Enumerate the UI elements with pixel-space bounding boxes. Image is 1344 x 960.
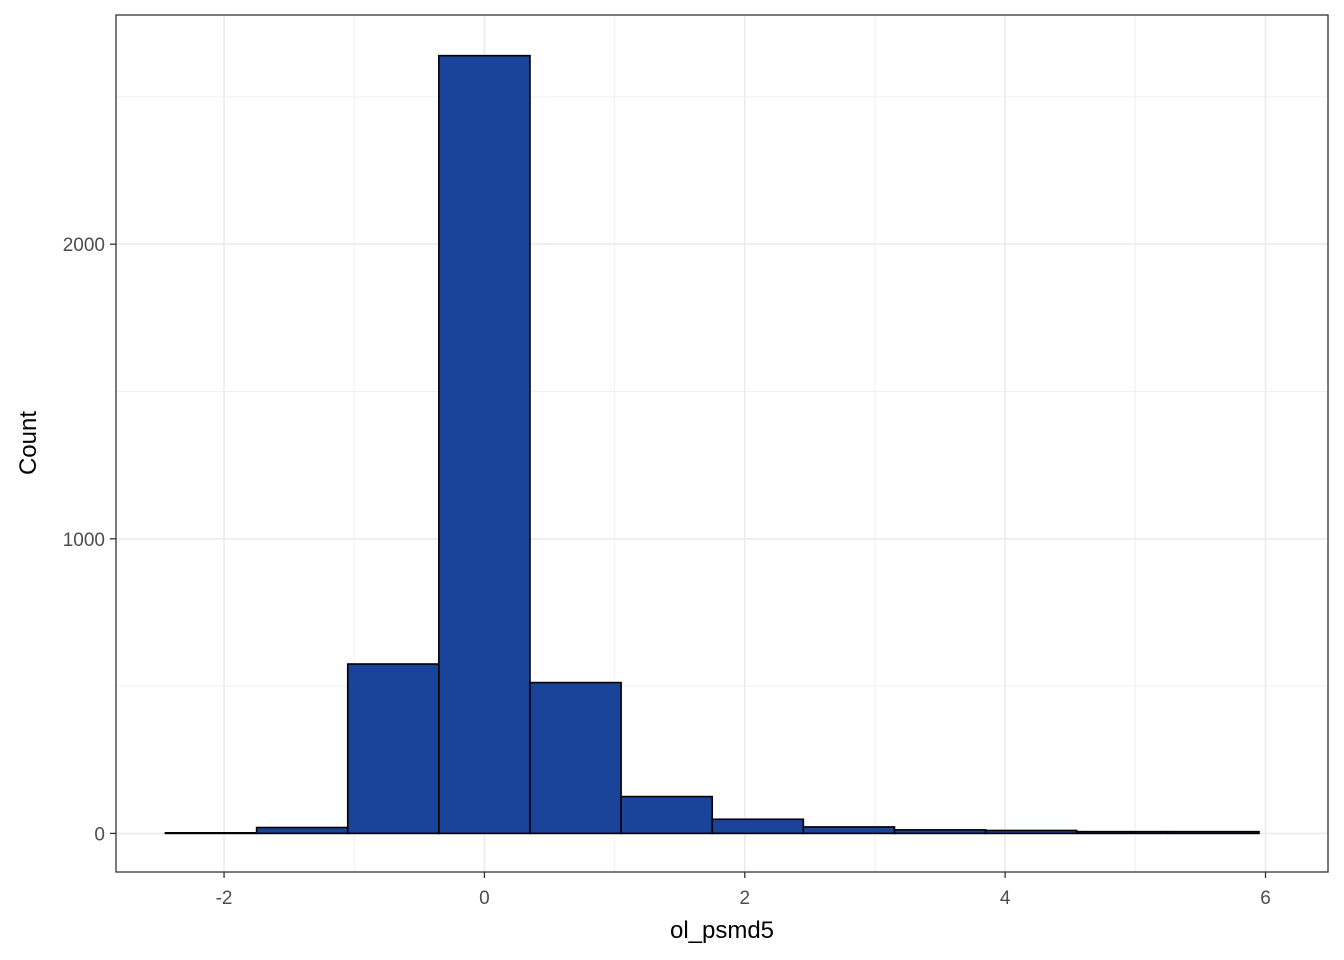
histogram-bar <box>438 54 531 835</box>
y-axis-title: Count <box>15 411 42 475</box>
histogram-bars <box>164 54 1260 835</box>
x-tick-label: -2 <box>216 888 233 909</box>
x-tick-label: 2 <box>739 888 750 909</box>
x-axis-title: ol_psmd5 <box>670 917 774 944</box>
y-tick-label: 1000 <box>63 530 105 551</box>
x-axis: -2 0 2 4 6 <box>216 872 1271 909</box>
y-tick-label: 0 <box>94 824 105 845</box>
histogram-bar <box>984 829 1078 835</box>
x-tick-label: 6 <box>1260 888 1271 909</box>
panel-background <box>116 15 1328 872</box>
histogram-bar <box>893 829 987 835</box>
histogram-bar <box>346 663 440 835</box>
histogram-bar <box>255 826 349 835</box>
histogram-bar <box>711 818 805 835</box>
histogram-bar <box>164 832 258 835</box>
minor-grid <box>116 15 1328 872</box>
x-tick-label: 4 <box>1000 888 1011 909</box>
x-tick-label: 0 <box>479 888 490 909</box>
histogram-bar <box>1075 830 1169 835</box>
histogram-bar <box>802 826 896 835</box>
panel-border <box>115 14 1329 873</box>
histogram-bar <box>529 681 622 835</box>
histogram-bar <box>1167 830 1260 835</box>
y-tick-label: 2000 <box>63 235 105 256</box>
y-axis: 0 1000 2000 <box>63 235 116 845</box>
histogram-bar <box>620 795 714 835</box>
